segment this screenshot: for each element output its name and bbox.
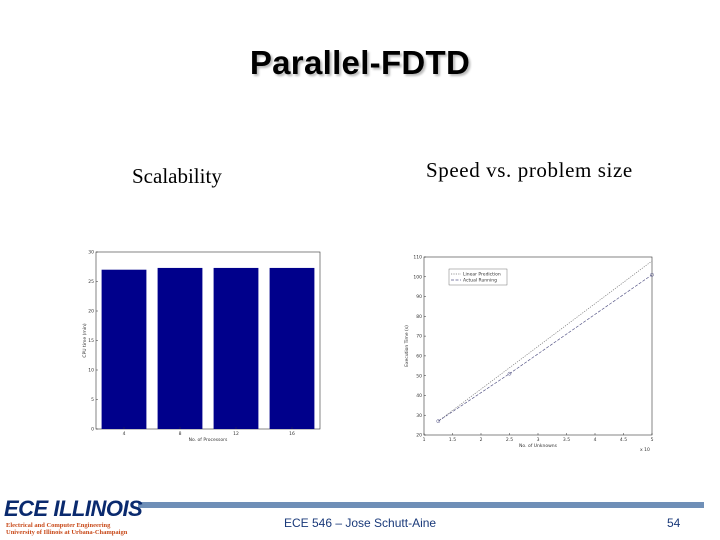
bar-x-axis-label: No. of Processors: [189, 437, 228, 443]
line-x-axis-label: No. of Unknowns: [519, 443, 558, 449]
logo-subtitle-line1: Electrical and Computer Engineering: [6, 522, 111, 529]
bar-x-tick-label: 8: [179, 431, 182, 437]
line-point: [507, 371, 512, 376]
bar-4: [101, 269, 147, 429]
bar-y-tick-label: 15: [88, 338, 94, 344]
bar-y-tick-label: 5: [91, 397, 94, 403]
line-x-tick-label: 2: [480, 437, 483, 443]
footer-course-text: ECE 546 – Jose Schutt-Aine: [284, 516, 437, 530]
line-x-tick-label: 1.5: [449, 437, 456, 443]
speed-heading: Speed vs. problem size: [426, 158, 633, 182]
line-x-tick-label: 2.5: [506, 437, 513, 443]
bar-x-tick-label: 16: [289, 431, 295, 437]
line-y-tick-label: 80: [416, 314, 422, 320]
line-y-tick-label: 20: [416, 433, 422, 439]
line-y-tick-label: 100: [413, 274, 422, 280]
line-y-tick-label: 40: [416, 393, 422, 399]
ece-illinois-logo: ECE ILLINOIS Electrical and Computer Eng…: [2, 496, 143, 540]
bar-8: [157, 267, 203, 429]
line-series-0: [438, 260, 653, 422]
bar-y-tick-label: 30: [88, 250, 94, 256]
bar-y-tick-label: 25: [88, 279, 94, 285]
line-x-tick-label: 3.5: [563, 437, 570, 443]
line-x-exponent-label: x 10: [640, 447, 650, 453]
bar-y-tick-label: 0: [91, 427, 94, 433]
logo-subtitle-line2: University of Illinois at Urbana-Champai…: [6, 529, 128, 536]
bar-x-tick-label: 4: [123, 431, 126, 437]
line-x-tick-label: 4: [594, 437, 597, 443]
speed-line-chart: 1 1.5 2 2.5 3 3.5 4 4.5 5 20 30 40 50 60 70 80 90 100 110 L…: [404, 255, 654, 453]
line-y-tick-label: 110: [413, 255, 422, 261]
line-series-1: [438, 274, 653, 422]
footer-divider-bar: [138, 502, 704, 508]
scalability-heading: Scalability: [132, 164, 222, 188]
line-y-tick-label: 30: [416, 413, 422, 419]
logo-wordmark: ECE ILLINOIS: [4, 496, 143, 521]
line-legend-box: [448, 268, 508, 286]
line-x-tick-label: 4.5: [620, 437, 627, 443]
line-y-tick-label: 60: [416, 353, 422, 359]
line-x-tick-label: 5: [651, 437, 654, 443]
line-point: [436, 419, 441, 424]
line-legend-label: Linear Prediction: [463, 272, 501, 278]
line-y-axis-label: Execution Time (s): [404, 325, 410, 367]
line-y-tick-label: 70: [416, 334, 422, 340]
bar-y-axis-label: CPU time (min): [82, 323, 88, 357]
scalability-bar-chart: 4 8 12 16 0 5 10 15 20 25 30 No. of Processors CPU t…: [82, 250, 321, 443]
bar-16: [269, 267, 315, 429]
bar-x-tick-label: 12: [233, 431, 239, 437]
slide-title: Parallel-FDTD: [249, 44, 471, 81]
bar-y-tick-label: 20: [88, 309, 94, 315]
footer-page-number: 54: [667, 516, 681, 530]
line-point: [650, 272, 654, 277]
bar-y-tick-label: 10: [88, 368, 94, 374]
line-x-tick-label: 3: [537, 437, 540, 443]
line-legend-label: Actual Running: [463, 278, 497, 284]
line-y-tick-label: 90: [416, 294, 422, 300]
bar-12: [213, 267, 259, 429]
line-y-tick-label: 50: [416, 373, 422, 379]
line-x-tick-label: 1: [423, 437, 426, 443]
